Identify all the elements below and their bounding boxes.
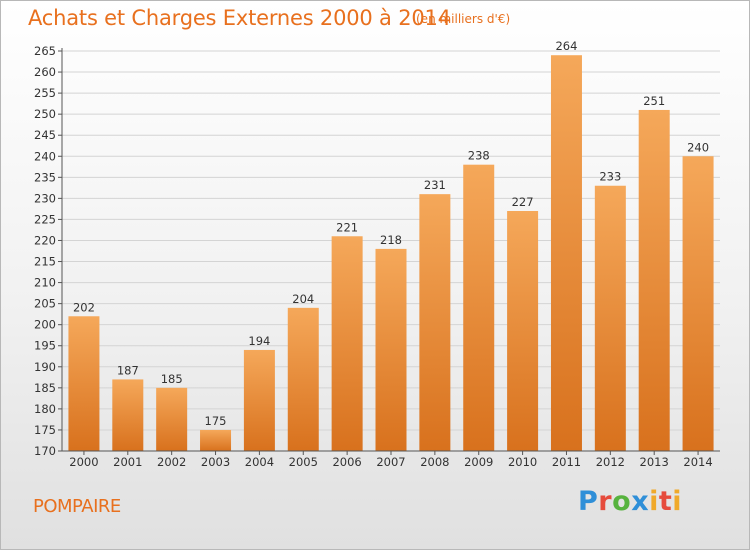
logo-letter: i xyxy=(672,486,683,517)
y-tick-label: 205 xyxy=(34,297,56,311)
y-tick-label: 210 xyxy=(34,276,56,290)
y-tick-label: 245 xyxy=(34,128,56,142)
y-tick-label: 240 xyxy=(34,149,56,163)
bar xyxy=(200,429,232,451)
bar-value-label: 227 xyxy=(512,195,534,209)
y-tick-label: 230 xyxy=(34,191,56,205)
bar-value-label: 218 xyxy=(380,233,402,247)
bar xyxy=(331,236,363,451)
x-tick-label: 2009 xyxy=(464,455,493,469)
x-tick-label: 2013 xyxy=(640,455,669,469)
bar-value-label: 240 xyxy=(687,140,709,154)
bar-value-label: 175 xyxy=(205,414,227,428)
x-tick-label: 2007 xyxy=(376,455,405,469)
bar xyxy=(550,55,582,452)
bar xyxy=(375,248,407,451)
bar-value-label: 194 xyxy=(248,334,270,348)
bar xyxy=(507,211,539,451)
bars: 202 187 185 175 194 204 221 218 231 238 227 264 233 2… xyxy=(68,39,714,452)
x-tick-label: 2000 xyxy=(69,455,98,469)
x-axis-labels: 2000 2001 2002 2003 2004 2005 2006 2007 2008 2009… xyxy=(69,451,713,469)
bar-value-label: 204 xyxy=(292,292,314,306)
x-tick-label: 2003 xyxy=(201,455,230,469)
x-tick-label: 2005 xyxy=(289,455,318,469)
x-tick-label: 2010 xyxy=(508,455,537,469)
logo-letter: r xyxy=(598,486,613,517)
y-tick-label: 190 xyxy=(34,360,56,374)
chart-subtitle: (en milliers d'€) xyxy=(416,12,511,26)
y-tick-label: 185 xyxy=(34,381,56,395)
bar xyxy=(682,156,714,451)
y-tick-label: 215 xyxy=(34,255,56,269)
y-tick-label: 220 xyxy=(34,233,56,247)
y-tick-label: 195 xyxy=(34,339,56,353)
y-tick-label: 265 xyxy=(34,44,56,58)
y-tick-label: 235 xyxy=(34,170,56,184)
bar-value-label: 233 xyxy=(599,170,621,184)
bar-value-label: 251 xyxy=(643,94,665,108)
logo-letter: t xyxy=(658,486,673,517)
x-tick-label: 2008 xyxy=(420,455,449,469)
bar-value-label: 238 xyxy=(468,149,490,163)
bar-value-label: 221 xyxy=(336,220,358,234)
bar xyxy=(112,379,144,451)
x-tick-label: 2014 xyxy=(683,455,712,469)
y-axis-ticks: 170 175 180 185 190 195 200 205 210 215 220 225 230 2… xyxy=(34,44,62,458)
x-tick-label: 2011 xyxy=(552,455,581,469)
bar-value-label: 231 xyxy=(424,178,446,192)
bar xyxy=(463,164,495,451)
x-tick-label: 2012 xyxy=(596,455,625,469)
logo-letter: o xyxy=(612,486,632,517)
chart-title: Achats et Charges Externes 2000 à 2014 xyxy=(28,6,451,30)
y-tick-label: 260 xyxy=(34,65,56,79)
x-tick-label: 2006 xyxy=(332,455,361,469)
y-tick-label: 250 xyxy=(34,107,56,121)
logo-letter: x xyxy=(631,486,650,517)
bar xyxy=(68,316,100,451)
bar xyxy=(156,387,188,451)
bar-value-label: 187 xyxy=(117,363,139,377)
proxiti-logo[interactable]: Proxiti xyxy=(578,486,682,517)
logo-letter: i xyxy=(649,486,659,517)
y-tick-label: 200 xyxy=(34,318,56,332)
bar xyxy=(638,109,670,452)
bar-value-label: 185 xyxy=(161,372,183,386)
bar xyxy=(287,307,319,451)
bar-value-label: 264 xyxy=(555,39,577,53)
y-tick-label: 175 xyxy=(34,423,56,437)
x-tick-label: 2004 xyxy=(245,455,274,469)
bar-value-label: 202 xyxy=(73,300,95,314)
bar xyxy=(419,194,451,451)
place-name: POMPAIRE xyxy=(33,496,121,517)
y-tick-label: 255 xyxy=(34,86,56,100)
bar xyxy=(243,349,275,451)
x-tick-label: 2001 xyxy=(113,455,142,469)
y-tick-label: 170 xyxy=(34,444,56,458)
y-tick-label: 225 xyxy=(34,212,56,226)
x-tick-label: 2002 xyxy=(157,455,186,469)
y-tick-label: 180 xyxy=(34,402,56,416)
logo-letter: P xyxy=(578,486,599,517)
bar xyxy=(594,185,626,451)
